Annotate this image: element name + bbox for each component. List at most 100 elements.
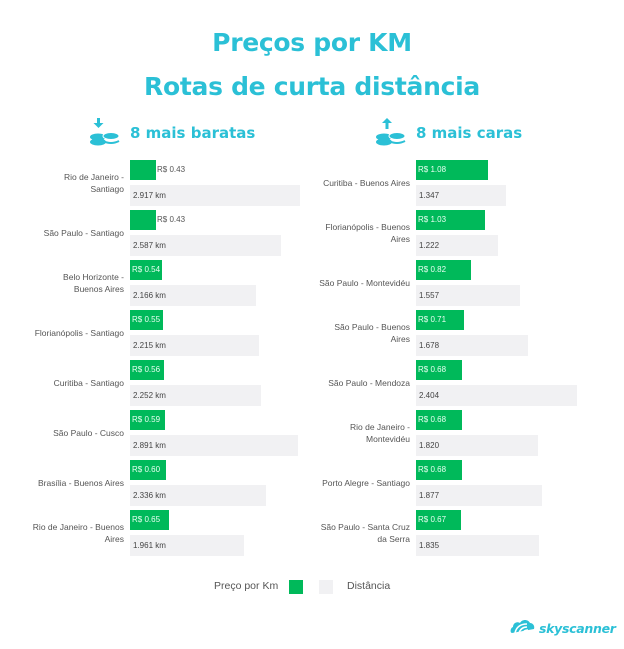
chart-row: Porto Alegre - Santiago R$ 0.68 1.877 [0, 458, 624, 508]
price-bar [130, 260, 162, 280]
distance-value: 2.252 km [133, 391, 166, 400]
route-label: Rio de Janeiro - Buenos Aires [4, 508, 124, 558]
chart-row: São Paulo - Santiago R$ 0.43 2.587 km [0, 208, 624, 258]
chart-row: Rio de Janeiro - Montevidéu R$ 0.68 1.820 [0, 408, 624, 458]
distance-value: 1.835 [419, 541, 440, 550]
price-bar [416, 310, 464, 330]
coins-arrow-down-icon [88, 117, 122, 149]
price-value: R$ 0.67 [418, 515, 447, 524]
distance-bar [416, 335, 528, 356]
route-label: São Paulo - Montevidéu [290, 258, 410, 308]
route-label-line2: Buenos Aires [73, 284, 124, 294]
route-label: São Paulo - Santa Cruz da Serra [290, 508, 410, 558]
route-label: Curitiba - Buenos Aires [290, 158, 410, 208]
distance-value: 2.917 km [133, 191, 166, 200]
route-label: Florianópolis - Santiago [4, 308, 124, 358]
route-label: Belo Horizonte - Buenos Aires [4, 258, 124, 308]
route-label: Florianópolis - Buenos Aires [290, 208, 410, 258]
distance-bar [130, 385, 261, 406]
section-label-expensive: 8 mais caras [416, 124, 523, 142]
route-label-line1: Rio de Janeiro - [349, 422, 410, 432]
price-value: R$ 0.60 [132, 465, 161, 474]
distance-bar [130, 185, 300, 206]
chart-row: São Paulo - Mendoza R$ 0.68 2.404 [0, 358, 624, 408]
price-value: R$ 0.68 [418, 465, 447, 474]
route-label-line1: Brasília - Buenos Aires [38, 478, 124, 488]
legend-distance-swatch [319, 580, 333, 594]
route-label: Rio de Janeiro - Santiago [4, 158, 124, 208]
coins-arrow-up-icon [374, 117, 408, 149]
route-label-line1: Porto Alegre - Santiago [322, 478, 410, 488]
price-value: R$ 0.59 [132, 415, 161, 424]
cloud-sunrise-icon [510, 618, 536, 639]
route-label: Brasília - Buenos Aires [4, 458, 124, 508]
price-value: R$ 0.43 [157, 215, 186, 224]
distance-bar [416, 285, 520, 306]
price-value: R$ 1.03 [418, 215, 447, 224]
price-value: R$ 0.71 [418, 315, 447, 324]
price-value: R$ 0.82 [418, 265, 447, 274]
price-value: R$ 0.54 [132, 265, 161, 274]
route-label-line2: Aires [390, 234, 410, 244]
page-subtitle: Rotas de curta distância [144, 72, 480, 101]
route-label-line2: Aires [104, 534, 124, 544]
distance-value: 1.820 [419, 441, 440, 450]
distance-value: 2.891 km [133, 441, 166, 450]
chart-row: Florianópolis - Santiago R$ 0.55 2.215 km [0, 308, 624, 358]
route-label: São Paulo - Mendoza [290, 358, 410, 408]
chart-row: Curitiba - Santiago R$ 0.56 2.252 km [0, 358, 624, 408]
distance-bar [416, 435, 538, 456]
route-label-line1: São Paulo - Mendoza [328, 378, 410, 388]
route-label: Rio de Janeiro - Montevidéu [290, 408, 410, 458]
price-bar [130, 410, 165, 430]
chart-row: São Paulo - Montevidéu R$ 0.82 1.557 [0, 258, 624, 308]
price-bar [416, 210, 485, 230]
price-bar [416, 160, 488, 180]
distance-bar [416, 535, 539, 556]
chart-row: Curitiba - Buenos Aires R$ 1.08 1.347 [0, 158, 624, 208]
distance-bar [130, 235, 281, 256]
distance-value: 2.404 [419, 391, 440, 400]
price-value: R$ 1.08 [418, 165, 447, 174]
chart-row: Brasília - Buenos Aires R$ 0.60 2.336 km [0, 458, 624, 508]
section-header-cheapest: 8 mais baratas [88, 118, 255, 148]
route-label-line2: da Serra [377, 534, 410, 544]
route-label-line1: São Paulo - Santa Cruz [320, 522, 410, 532]
distance-value: 2.215 km [133, 341, 166, 350]
price-bar [416, 460, 462, 480]
chart-row: Belo Horizonte - Buenos Aires R$ 0.54 2.166… [0, 258, 624, 308]
distance-value: 1.678 [419, 341, 440, 350]
route-label-line1: São Paulo - Montevidéu [319, 278, 410, 288]
chart-row: São Paulo - Santa Cruz da Serra R$ 0.67 1.8… [0, 508, 624, 558]
distance-value: 1.347 [419, 191, 440, 200]
price-bar [416, 360, 462, 380]
section-header-expensive: 8 mais caras [374, 118, 522, 148]
distance-bar [130, 285, 256, 306]
route-label-line1: Florianópolis - Buenos [325, 222, 410, 232]
distance-bar [416, 235, 498, 256]
price-bar [130, 360, 164, 380]
route-label-line1: Rio de Janeiro - Buenos [32, 522, 124, 532]
chart-row: Rio de Janeiro - Buenos Aires R$ 0.65 1.961… [0, 508, 624, 558]
distance-bar [416, 385, 577, 406]
route-label-line2: Aires [390, 334, 410, 344]
route-label-line1: São Paulo - Santiago [43, 228, 124, 238]
distance-value: 1.877 [419, 491, 440, 500]
distance-value: 2.587 km [133, 241, 166, 250]
route-label: Curitiba - Santiago [4, 358, 124, 408]
route-label-line2: Santiago [90, 184, 124, 194]
price-value: R$ 0.65 [132, 515, 161, 524]
section-label-cheapest: 8 mais baratas [130, 124, 256, 142]
price-value: R$ 0.56 [132, 365, 161, 374]
distance-value: 2.336 km [133, 491, 166, 500]
route-label: São Paulo - Santiago [4, 208, 124, 258]
route-label-line2: Montevidéu [366, 434, 410, 444]
price-bar [130, 310, 163, 330]
distance-bar [416, 185, 506, 206]
brand-name: skyscanner [539, 620, 616, 636]
distance-bar [416, 485, 542, 506]
page-title: Preços por KM [212, 28, 412, 57]
distance-bar [130, 535, 244, 556]
price-bar [130, 160, 156, 180]
route-label-line1: Belo Horizonte - [63, 272, 124, 282]
